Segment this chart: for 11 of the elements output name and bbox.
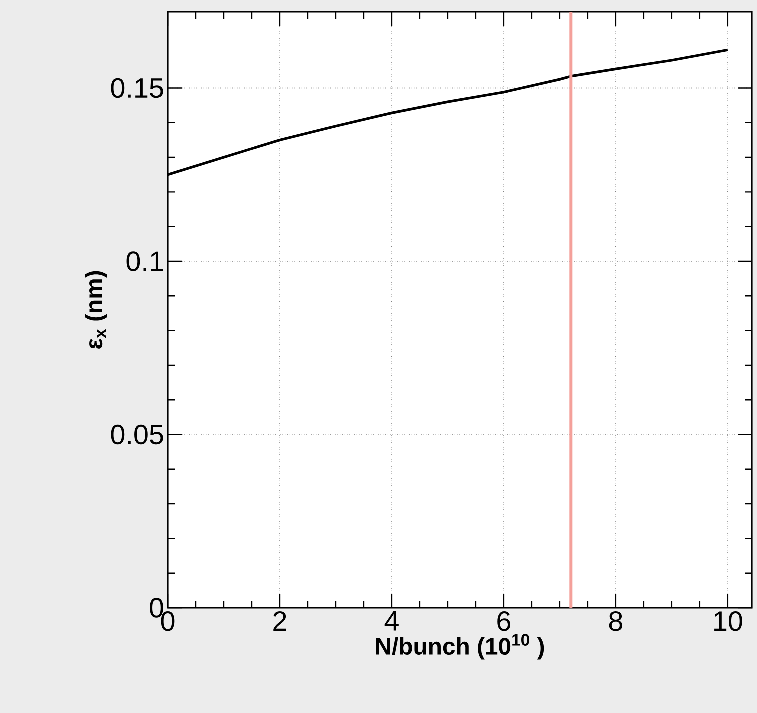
x-tick-label: 6 — [498, 612, 510, 632]
x-axis-title: N/bunch (10$^{10}$ ) — [376, 634, 544, 660]
y-tick-label: 0 — [150, 598, 164, 618]
x-tick-label: 2 — [274, 612, 286, 631]
y-tick-label: 0.15 — [111, 78, 164, 98]
y-tick-label: 0.05 — [111, 424, 164, 445]
x-tick-label: 8 — [609, 612, 622, 632]
x-tick-label: 10 — [714, 612, 742, 632]
x-tick-label: 4 — [384, 612, 399, 631]
y-axis-title: ε$_{x}$ (nm) — [85, 271, 108, 349]
y-tick-label: 0.1 — [126, 252, 164, 272]
